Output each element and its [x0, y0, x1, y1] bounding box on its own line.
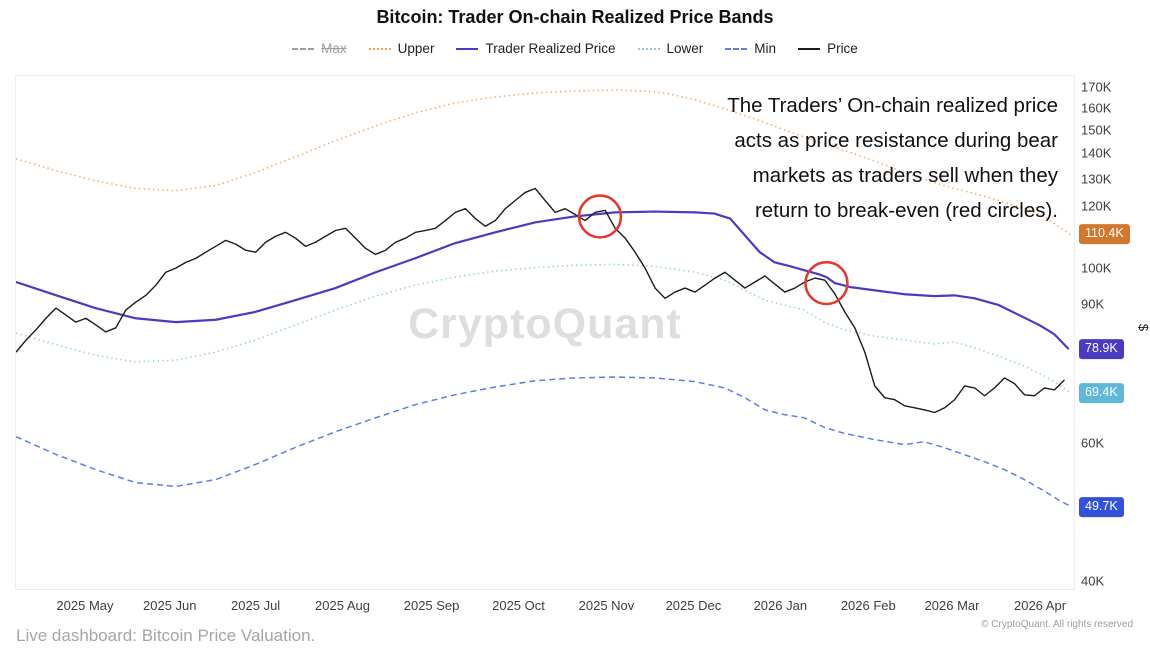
- price-badge-upper: 110.4K: [1079, 224, 1130, 245]
- y-axis-unit: $: [1135, 323, 1150, 332]
- dashboard-caption: Live dashboard: Bitcoin Price Valuation.: [16, 626, 316, 645]
- break-even-circle-1: [577, 194, 623, 239]
- break-even-circle-2: [804, 260, 849, 306]
- annotation-text: The Traders’ On-chain realized price acts…: [628, 88, 1058, 228]
- legend-label: Trader Realized Price: [485, 41, 616, 56]
- chart-title: Bitcoin: Trader On-chain Realized Price …: [376, 7, 774, 27]
- y-tick-label: 120K: [1081, 198, 1112, 214]
- annotation-line: acts as price resistance during bear: [734, 129, 1058, 152]
- watermark: CryptoQuant: [408, 300, 682, 348]
- legend-item-max[interactable]: Max: [292, 41, 347, 56]
- legend-label: Upper: [397, 41, 435, 56]
- x-tick-label: 2025 May: [56, 598, 114, 613]
- x-tick-label: 2026 Mar: [924, 598, 980, 613]
- legend-item-min[interactable]: Min: [725, 41, 776, 56]
- legend-item-price[interactable]: Price: [798, 41, 858, 56]
- x-tick-label: 2026 Feb: [840, 598, 896, 613]
- x-tick-label: 2025 Sep: [403, 598, 460, 613]
- y-tick-label: 130K: [1081, 171, 1112, 187]
- price-badge-min: 49.7K: [1079, 497, 1124, 518]
- legend: Max Upper Trader Realized Price Lower Min Pri…: [0, 41, 1150, 56]
- series-price: [16, 187, 1066, 414]
- legend-label: Max: [321, 41, 347, 56]
- series-upper: [16, 89, 1072, 236]
- y-tick-label: 90K: [1081, 296, 1105, 312]
- annotation-line: return to break-even (red circles).: [754, 199, 1058, 222]
- lower-line-sample-icon: [637, 47, 660, 50]
- x-tick-label: 2025 Jun: [143, 598, 197, 613]
- legend-label: Lower: [666, 41, 704, 56]
- legend-label: Min: [754, 41, 777, 56]
- y-tick-label: 40K: [1081, 573, 1105, 589]
- plot-area: [15, 75, 1075, 590]
- x-tick-label: 2025 Aug: [315, 598, 370, 613]
- series-trader-realized-price: [16, 210, 1070, 350]
- price-line-sample-icon: [798, 47, 821, 50]
- series-lower: [16, 263, 1072, 394]
- price-badge-lower: 69.4K: [1079, 383, 1124, 403]
- trader-realized-price-line-sample-icon: [456, 47, 479, 50]
- y-tick-label: 170K: [1081, 79, 1112, 95]
- legend-item-upper[interactable]: Upper: [368, 41, 435, 56]
- annotation-line: The Traders’ On-chain realized price: [727, 94, 1058, 117]
- upper-line-sample-icon: [368, 47, 391, 50]
- y-tick-label: 160K: [1081, 100, 1112, 116]
- price-badge-trader-realized-price: 78.9K: [1079, 339, 1124, 360]
- x-tick-label: 2025 Jul: [231, 598, 281, 613]
- x-tick-label: 2026 Apr: [1013, 598, 1067, 613]
- x-tick-label: 2025 Oct: [492, 598, 545, 613]
- x-tick-label: 2025 Nov: [578, 598, 635, 613]
- y-tick-label: 60K: [1081, 435, 1105, 451]
- legend-item-lower[interactable]: Lower: [637, 41, 704, 56]
- x-tick-label: 2026 Jan: [753, 598, 808, 613]
- annotation-line: markets as traders sell when they: [752, 164, 1058, 187]
- max-line-sample-icon: [292, 47, 315, 50]
- series-min: [16, 376, 1072, 508]
- legend-item-trader-realized-price[interactable]: Trader Realized Price: [456, 41, 616, 56]
- copyright-text: © CryptoQuant. All rights reserved: [981, 619, 1133, 630]
- min-line-sample-icon: [725, 47, 748, 50]
- price-bands-chart[interactable]: [16, 76, 1074, 589]
- x-tick-label: 2025 Dec: [665, 598, 722, 613]
- y-tick-label: 100K: [1081, 260, 1112, 276]
- y-tick-label: 140K: [1081, 145, 1112, 161]
- y-tick-label: 150K: [1081, 122, 1112, 138]
- legend-label: Price: [827, 41, 858, 56]
